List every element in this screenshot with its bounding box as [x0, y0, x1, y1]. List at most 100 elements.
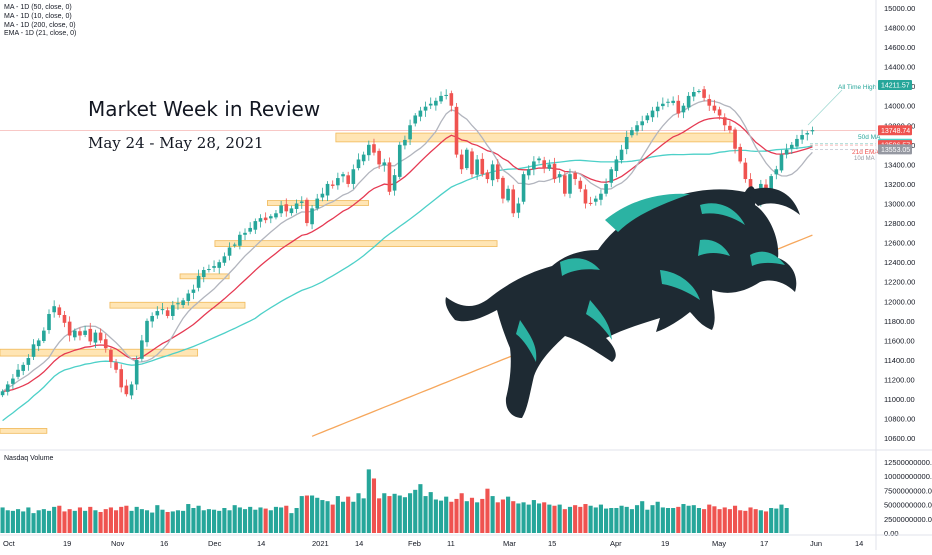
volume-bar — [506, 496, 511, 533]
volume-bar — [536, 503, 542, 533]
candle-body — [454, 106, 459, 155]
candle-body — [769, 176, 773, 192]
candle-body — [480, 158, 485, 175]
candle-body — [635, 125, 639, 132]
candle-body — [449, 93, 454, 106]
volume-bar — [469, 497, 475, 533]
volume-bar — [732, 505, 738, 533]
volume-bar — [129, 510, 134, 533]
volume-bar — [495, 502, 500, 533]
candle-body — [222, 256, 227, 263]
candle-body — [645, 115, 650, 121]
volume-bar — [598, 504, 603, 533]
price-tag-label: 13553.05 — [881, 147, 910, 154]
volume-bar — [629, 509, 634, 533]
candle-body — [444, 94, 448, 96]
candle-body — [227, 247, 232, 256]
candle-body — [83, 330, 87, 335]
price-tick-label: 13000.00 — [884, 199, 915, 208]
volume-bar — [769, 508, 774, 533]
volume-bar — [459, 493, 464, 533]
volume-bar — [377, 498, 382, 533]
price-tick-label: 11000.00 — [884, 395, 915, 404]
volume-bar — [619, 505, 624, 533]
volume-bar — [299, 496, 304, 533]
volume-bar — [253, 509, 258, 533]
candle-body — [289, 208, 294, 214]
candle-body — [593, 198, 598, 202]
volume-bar — [567, 506, 573, 533]
candle-body — [465, 149, 469, 169]
candle-body — [160, 309, 165, 311]
volume-bar — [748, 507, 753, 533]
volume-bar — [542, 502, 547, 533]
candle-body — [269, 216, 273, 219]
price-axis[interactable]: 15000.0014800.0014600.0014400.0014200.00… — [884, 4, 915, 443]
candle-body — [361, 154, 366, 162]
volume-bar — [170, 511, 175, 533]
resistance-zone — [0, 348, 199, 357]
price-tick-label: 10600.00 — [884, 434, 915, 443]
legend-item[interactable]: MA - 1D (10, close, 0) — [4, 13, 72, 20]
candle-body — [5, 384, 10, 392]
candle-body — [423, 106, 428, 111]
volume-bar — [634, 505, 640, 533]
volume-axis[interactable]: 12500000000.00 10000000000.00 7500000000.0… — [884, 458, 932, 538]
candle-body — [145, 320, 149, 343]
volume-tick-label: 2500000000.00 — [884, 515, 932, 524]
candle-body — [542, 160, 546, 169]
resistance-zone — [335, 132, 737, 143]
bull-accent-8 — [698, 239, 730, 256]
price-tick-label: 12200.00 — [884, 278, 915, 287]
price-tick-label: 12400.00 — [884, 258, 915, 267]
volume-bar — [124, 505, 129, 533]
legend-item[interactable]: MA - 1D (50, close, 0) — [4, 4, 72, 11]
candle-body — [779, 154, 784, 171]
candle-body — [661, 103, 665, 107]
volume-bar — [583, 504, 588, 533]
volume-bar — [196, 505, 201, 533]
candle-body — [284, 204, 289, 212]
volume-bar — [150, 512, 155, 533]
candle-body — [547, 164, 552, 169]
volume-tick-label: 5000000000.00 — [884, 501, 932, 510]
candle-body — [604, 183, 608, 194]
legend-item[interactable]: EMA - 1D (21, close, 0) — [4, 30, 76, 37]
volume-bar — [366, 469, 371, 533]
time-tick-label: Oct — [3, 539, 16, 548]
volume-bar — [609, 508, 614, 533]
resistance-zones — [0, 132, 737, 434]
volume-bar — [717, 509, 722, 533]
candle-body — [686, 95, 691, 108]
volume-bar — [475, 502, 480, 533]
volume-bar — [88, 506, 93, 533]
candle-body — [88, 328, 93, 342]
time-tick-label: 11 — [447, 539, 455, 548]
volume-bar — [52, 506, 57, 533]
candle-body — [176, 303, 180, 305]
volume-bar — [371, 478, 377, 533]
bull-illustration — [445, 186, 800, 418]
candle-body — [624, 136, 629, 150]
legend-item[interactable]: MA - 1D (200, close, 0) — [4, 22, 76, 29]
volume-bar — [557, 504, 562, 533]
volume-bar — [289, 513, 294, 533]
volume-bar — [784, 508, 789, 533]
volume-bar — [438, 500, 444, 533]
candle-body — [552, 163, 557, 180]
candle-body — [263, 217, 268, 221]
volume-bar — [248, 506, 253, 533]
candle-body — [614, 159, 619, 172]
volume-bar — [671, 508, 676, 533]
volume-bar — [72, 510, 77, 533]
time-tick-label: 14 — [257, 539, 265, 548]
price-tick-label: 15000.00 — [884, 4, 915, 13]
volume-bar — [201, 510, 206, 533]
candle-body — [728, 125, 732, 131]
time-tick-label: Jun — [810, 539, 822, 548]
volume-bar — [774, 508, 779, 533]
candle-body — [470, 151, 474, 175]
time-axis[interactable]: Oct 19 Nov 16 Dec 14 2021 14 Feb 11 Mar 15 Apr 19 May 1… — [3, 539, 863, 548]
volume-bar — [500, 499, 505, 533]
